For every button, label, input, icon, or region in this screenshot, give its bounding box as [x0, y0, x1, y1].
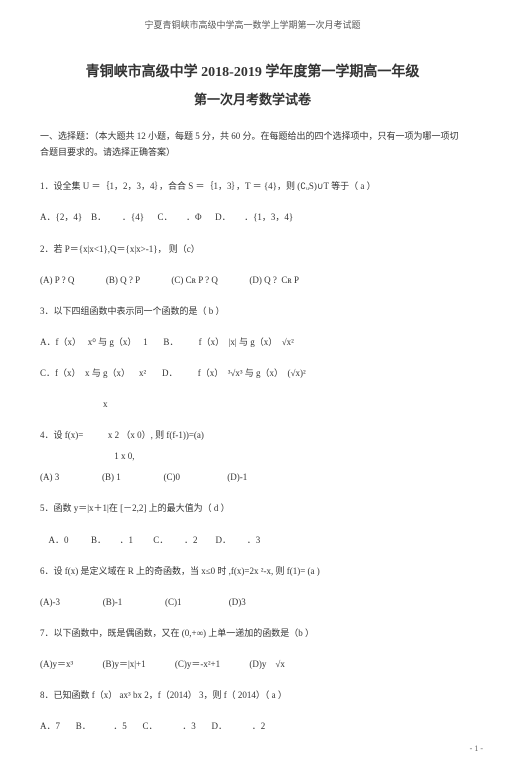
q4-options: (A) 3 (B) 1 (C)0 (D)-1 — [40, 469, 465, 486]
page: 宁夏青铜峡市高级中学高一数学上学期第一次月考试题 青铜峡市高级中学 2018-2… — [0, 0, 505, 759]
running-header: 宁夏青铜峡市高级中学高一数学上学期第一次月考试题 — [40, 18, 465, 31]
q4-piece3: 1 x 0, — [40, 448, 465, 465]
q7-options: (A)y＝x³ (B)y＝|x|+1 (C)y＝-x²+1 (D)y √x — [40, 656, 465, 673]
q2-options: (A) P ? Q (B) Q ? P (C) Cʀ P ? Q (D) Q ?… — [40, 272, 465, 289]
q1-options: A．{2，4} B． ．{4} C． ．Φ D． ．{1，3，4} — [40, 209, 465, 226]
q8-stem: 8．已知函数 f（x） ax³ bx 2，f（2014） 3，则 f（ 2014… — [40, 687, 465, 704]
q3-stem: 3．以下四组函数中表示同一个函数的是（ b ） — [40, 303, 465, 320]
q3-optAB: A．f（x） x⁰ 与 g（x） 1 B． f（x） |x| 与 g（x） √x… — [40, 334, 465, 351]
q6-stem: 6．设 f(x) 是定义域在 R 上的奇函数，当 x≤0 时 ,f(x)=2x … — [40, 563, 465, 580]
q5-stem: 5．函数 y＝|x＋1|在 [－2,2] 上的最大值为（ d ） — [40, 500, 465, 517]
q2-stem: 2．若 P＝{x|x<1},Q＝{x|x>-1}， 则（c） — [40, 241, 465, 258]
title-sub: 第一次月考数学试卷 — [40, 89, 465, 108]
q3-optCD: C．f（x） x 与 g（x） x² D． f（x） ³√x³ 与 g（x） (… — [40, 365, 465, 382]
title-main: 青铜峡市高级中学 2018-2019 学年度第一学期高一年级 — [40, 61, 465, 81]
q4-piece1: x 2 （x 0）, — [108, 430, 153, 440]
q7-stem: 7．以下函数中，既是偶函数，又在 (0,+∞) 上单一递加的函数是（b ） — [40, 625, 465, 642]
q4-stem: 4．设 f(x)= x 2 （x 0）, 则 f(f-1))=(a) — [40, 427, 465, 444]
page-number: - 1 - — [470, 744, 483, 753]
q1-stem: 1．设全集 U ＝｛1，2，3，4｝，合合 S ＝｛1，3｝，T ＝ {4}，则… — [40, 178, 465, 195]
q3-optCD-denom: x — [40, 396, 465, 413]
q4-piece2: 则 f(f-1))=(a) — [155, 430, 204, 440]
q4-prefix: 4．设 f(x)= — [40, 430, 83, 440]
section-instructions: 一、选择题：（本大题共 12 小题，每题 5 分，共 60 分。在每题给出的四个… — [40, 128, 465, 160]
q6-options: (A)-3 (B)-1 (C)1 (D)3 — [40, 594, 465, 611]
q4-piece3-text: 1 x 0, — [114, 451, 134, 461]
q5-options: A．0 B． ．1 C． ．2 D． ．3 — [40, 532, 465, 549]
q8-options: A．7 B． ．5 C． ．3 D． ．2 — [40, 718, 465, 735]
